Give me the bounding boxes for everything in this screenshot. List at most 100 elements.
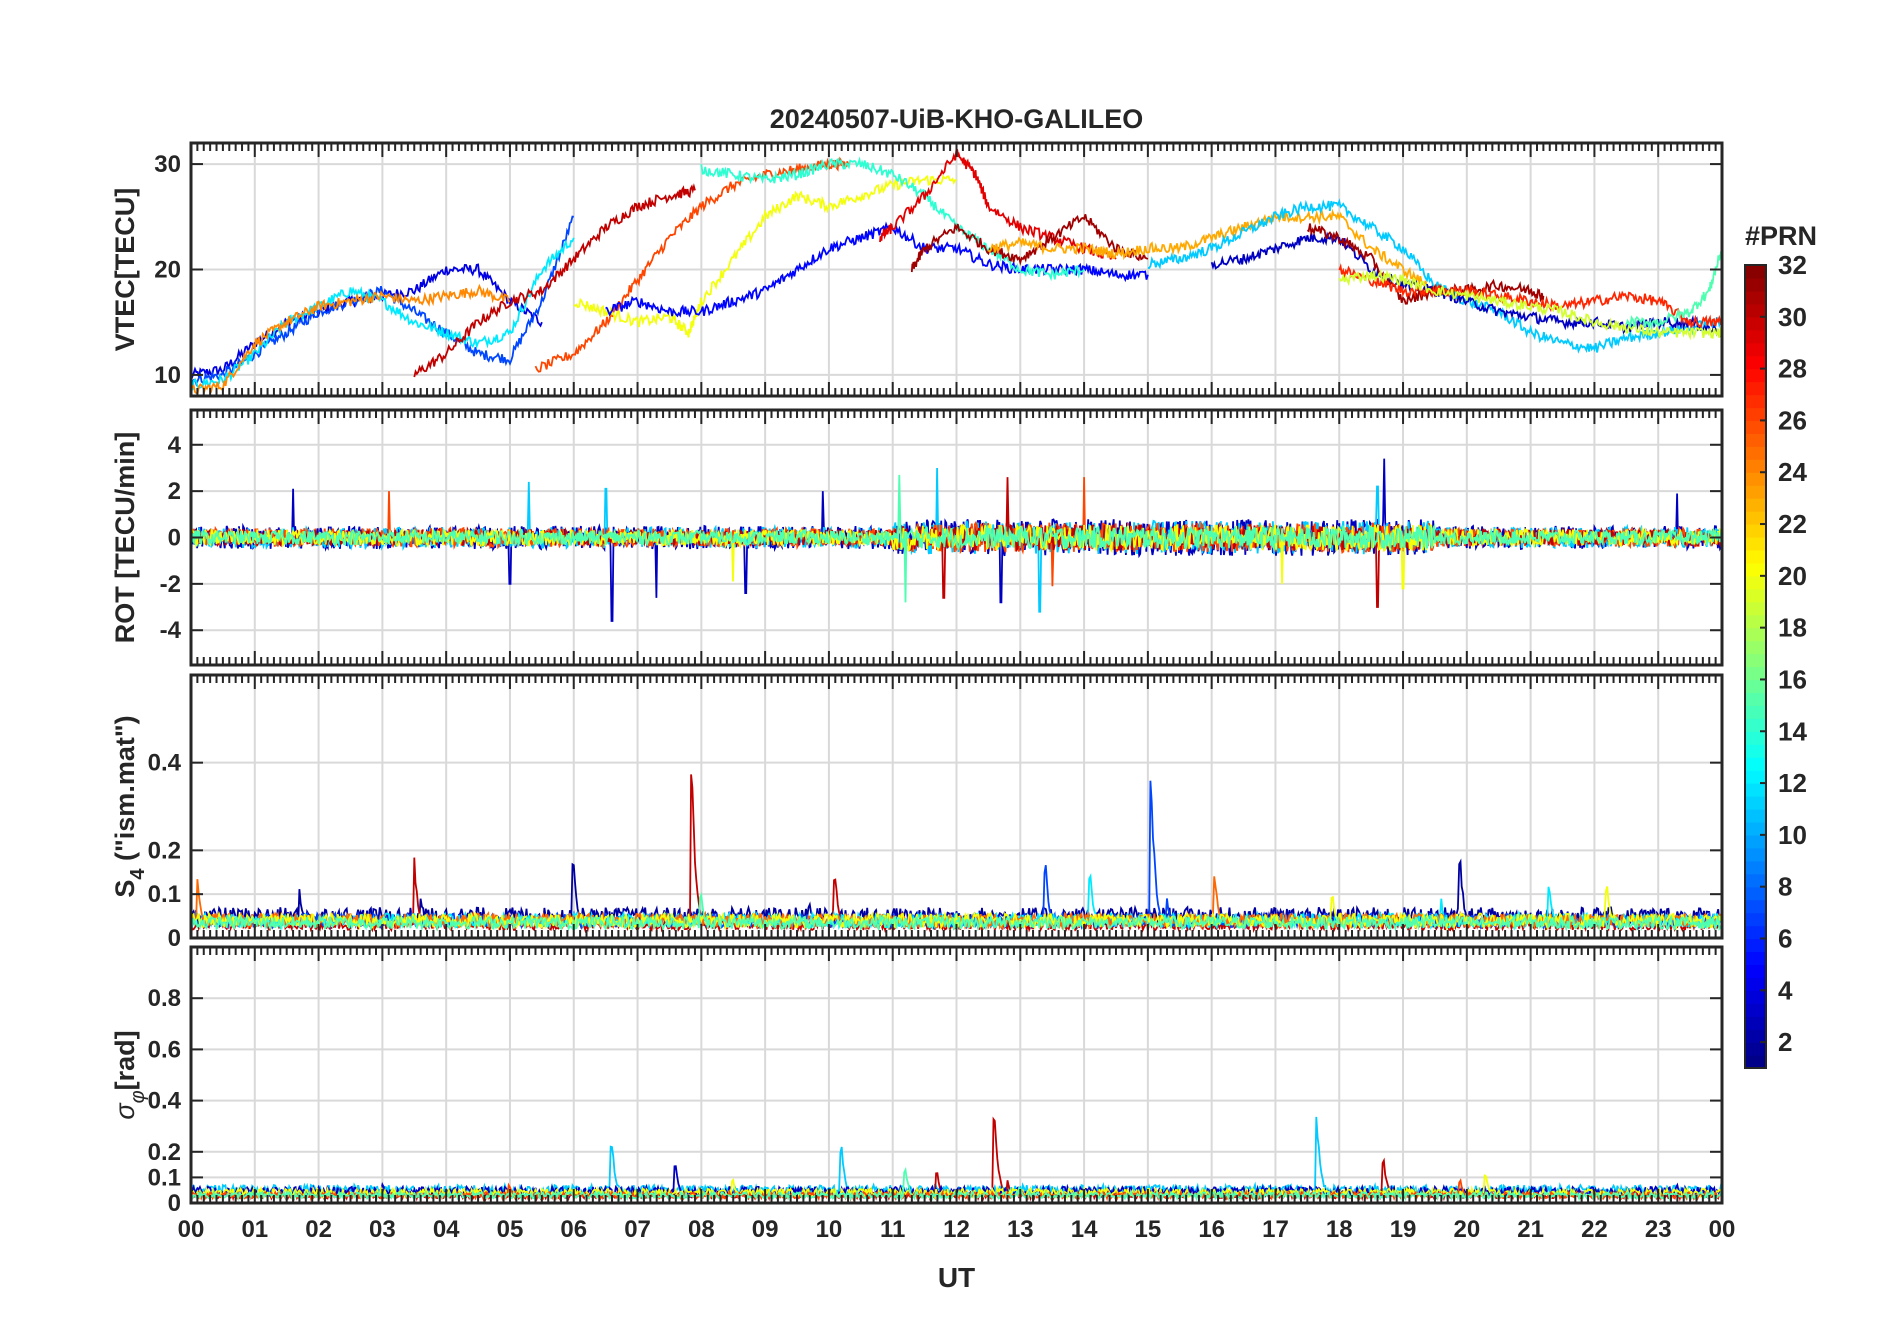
- x-tick-label: 02: [305, 1216, 332, 1243]
- y-tick-label: 20: [154, 257, 181, 284]
- y-tick-label: 0.2: [148, 837, 181, 864]
- x-tick-label: 22: [1581, 1216, 1608, 1243]
- colorbar-tick-label: 16: [1778, 664, 1807, 694]
- x-tick-labels: 00 01 02 03 04 05 06 07 08 09 10 11 12 13 14 15 16 17 18 19…: [178, 1216, 1736, 1243]
- colorbar-tick-label: 2: [1778, 1027, 1792, 1057]
- x-tick-label: 00: [178, 1216, 205, 1243]
- y-axis-label-vtec: VTEC[TECU]: [110, 188, 140, 352]
- colorbar-segment: [1745, 536, 1766, 551]
- colorbar-segment: [1745, 886, 1766, 901]
- colorbar-segment: [1745, 472, 1766, 486]
- colorbar-tick-label: 24: [1778, 457, 1807, 487]
- colorbar-segment: [1745, 1003, 1766, 1017]
- colorbar-tick-label: 8: [1778, 872, 1792, 902]
- colorbar-segment: [1745, 1042, 1766, 1056]
- series-prn-20: [191, 886, 1722, 931]
- colorbar-title: #PRN: [1745, 221, 1817, 251]
- colorbar-segment: [1745, 821, 1766, 836]
- series-prn-29: [879, 145, 1117, 260]
- y-tick-label: 0: [168, 1190, 181, 1217]
- colorbar-segment: [1745, 964, 1766, 978]
- y-axis-label-sigma: σφ[rad]: [110, 1030, 149, 1119]
- colorbar-segment: [1745, 511, 1766, 525]
- x-tick-label: 13: [1007, 1216, 1034, 1243]
- colorbar-segment: [1745, 303, 1766, 318]
- x-axis-label: UT: [938, 1262, 975, 1293]
- colorbar-segment: [1745, 316, 1766, 331]
- colorbar-segment: [1745, 446, 1766, 460]
- data-rot: [191, 458, 1722, 622]
- y-axis-label-s4: S4 ("ism.mat"): [110, 715, 149, 897]
- colorbar-segment: [1745, 614, 1766, 629]
- colorbar-segment: [1745, 860, 1766, 875]
- series-prn-26: [534, 156, 849, 373]
- y-tick-label: 0.8: [148, 985, 181, 1012]
- x-tick-label: 06: [560, 1216, 587, 1243]
- colorbar-segment: [1745, 459, 1766, 473]
- colorbar-segment: [1745, 783, 1766, 797]
- colorbar-segment: [1745, 925, 1766, 940]
- colorbar-segment: [1745, 562, 1766, 577]
- series-prn-27: [1338, 263, 1722, 330]
- colorbar-tick-label: 26: [1778, 405, 1807, 435]
- x-tick-label: 18: [1326, 1216, 1353, 1243]
- colorbar-segment: [1745, 990, 1766, 1004]
- x-tick-label: 17: [1262, 1216, 1289, 1243]
- colorbar-segment: [1745, 912, 1766, 927]
- colorbar-segment: [1745, 1016, 1766, 1030]
- colorbar-tick-label: 14: [1778, 716, 1807, 746]
- colorbar-segment: [1745, 407, 1766, 422]
- panel-s4: 00.10.20.4S4 ("ism.mat"): [110, 673, 1724, 952]
- y-axis-label-rest: [rad]: [110, 1030, 140, 1090]
- colorbar-segment: [1745, 575, 1766, 590]
- data-vtec: [191, 145, 1722, 395]
- colorbar-segment: [1745, 938, 1766, 953]
- colorbar-segment: [1745, 744, 1766, 758]
- colorbar-frame: [1744, 264, 1767, 1069]
- y-tick-label: 0.1: [148, 881, 181, 908]
- series-prn-19: [1338, 268, 1722, 341]
- y-tick-label: 4: [168, 432, 182, 459]
- x-tick-label: 01: [241, 1216, 268, 1243]
- colorbar-segment: [1745, 329, 1766, 344]
- y-axis-label-rot: ROT [TECU/min]: [110, 432, 140, 643]
- panel-rot: -4 -2 0 2 4 ROT [TECU/min]: [110, 408, 1724, 667]
- x-tick-label: 23: [1645, 1216, 1672, 1243]
- x-ticks-sigma: [190, 947, 1723, 1204]
- x-tick-label: 11: [880, 1216, 905, 1243]
- colorbar-segment: [1745, 420, 1766, 434]
- colorbar-tick-label: 10: [1778, 820, 1807, 850]
- colorbar-segment: [1745, 679, 1766, 694]
- x-tick-label: 12: [943, 1216, 970, 1243]
- y-tick-label: 0: [168, 925, 181, 952]
- colorbar-segment: [1745, 368, 1766, 383]
- y-tick-label: 2: [168, 478, 181, 505]
- y-tick-label: 0.4: [148, 1088, 182, 1115]
- colorbar-tick-label: 20: [1778, 561, 1807, 591]
- x-tick-label: 10: [816, 1216, 843, 1243]
- y-axis-label-rest: ("ism.mat"): [110, 715, 140, 868]
- panel-sigma: 00.10.2 0.4 0.6 0.8 σφ[rad]: [110, 945, 1724, 1217]
- series-prn-20: [573, 174, 957, 338]
- colorbar-tick-label: 30: [1778, 302, 1807, 332]
- colorbar-segment: [1745, 627, 1766, 642]
- series-prn-23: [987, 208, 1468, 302]
- colorbar-segment: [1745, 847, 1766, 862]
- colorbar-segment: [1745, 666, 1766, 681]
- y-tick-label: -4: [160, 617, 182, 644]
- colorbar-segment: [1745, 692, 1766, 706]
- series-prn-15: [191, 474, 1722, 603]
- x-ticks-s4: [190, 675, 1723, 939]
- series-prn-24: [191, 283, 511, 395]
- y-tick-label: -2: [160, 571, 181, 598]
- colorbar-tick-label: 18: [1778, 613, 1807, 643]
- x-tick-label: 14: [1071, 1216, 1098, 1243]
- y-axis-label-main: σ: [110, 1102, 140, 1120]
- colorbar-segment: [1745, 705, 1766, 719]
- x-ticks-rot: [190, 410, 1723, 665]
- y-axis-label-sub: φ: [127, 1090, 149, 1103]
- colorbar-segment: [1745, 899, 1766, 914]
